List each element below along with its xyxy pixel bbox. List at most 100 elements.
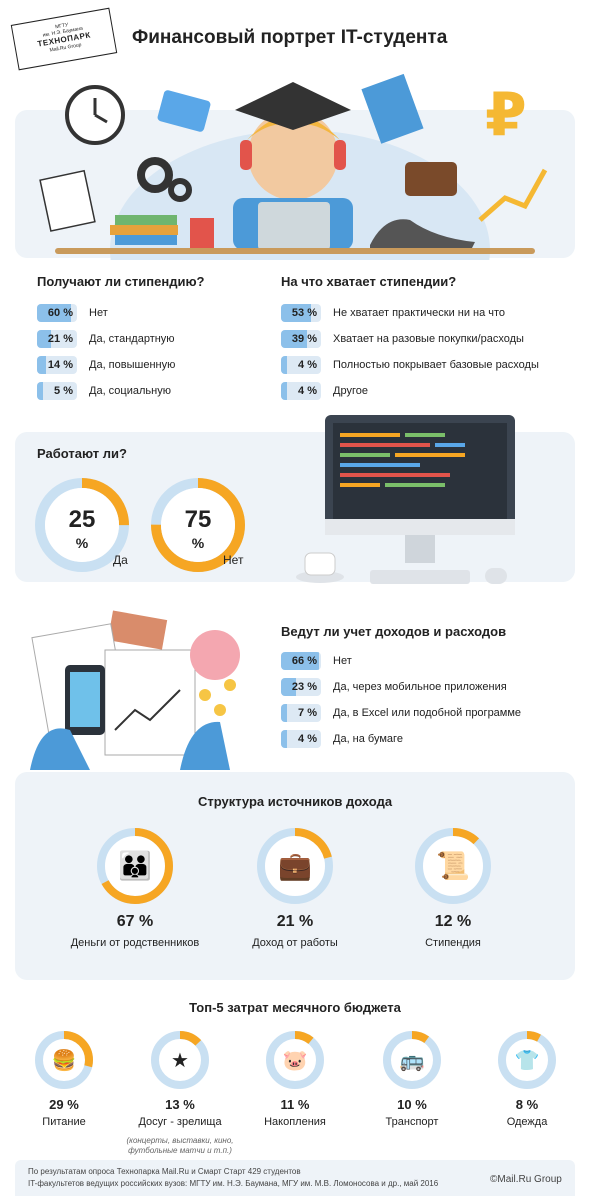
expense-value: 11 % bbox=[280, 1097, 310, 1112]
piggy-bank-icon: 🐷 bbox=[282, 1049, 308, 1072]
expense-label: Одежда bbox=[506, 1116, 548, 1128]
work-no-value: 75 bbox=[184, 506, 212, 533]
page-title: Финансовый портрет IT-студента bbox=[132, 27, 448, 48]
stat-row: 5 % Да, социальную bbox=[37, 382, 171, 400]
finance-illustration bbox=[30, 610, 240, 770]
briefcase-icon: 💼 bbox=[278, 850, 312, 881]
ratio-fill bbox=[383, 1031, 441, 1089]
row-label: Хватает на разовые покупки/расходы bbox=[333, 333, 524, 345]
bus-icon: 🚌 bbox=[399, 1049, 425, 1072]
percent-bar: 39 % bbox=[281, 330, 321, 348]
expenses-title: Топ-5 затрат месячного бюджета bbox=[189, 1000, 401, 1015]
ratio-fill bbox=[415, 828, 491, 904]
percent-bar: 14 % bbox=[37, 356, 77, 374]
expense-value: 13 % bbox=[165, 1097, 195, 1112]
percent-fill bbox=[281, 730, 287, 748]
scholarship-title: Получают ли стипендию? bbox=[37, 274, 205, 289]
percent-bar: 23 % bbox=[281, 678, 321, 696]
card-icon bbox=[157, 90, 211, 132]
hand-left bbox=[30, 728, 90, 770]
row-label: Нет bbox=[89, 307, 108, 319]
document-icon bbox=[39, 169, 96, 232]
laptop-icon bbox=[258, 202, 330, 250]
expense-stat: 29 % Питание bbox=[0, 1097, 144, 1128]
row-label: Да, через мобильное приложения bbox=[333, 681, 507, 693]
percent-fill bbox=[281, 652, 319, 670]
stat-row: 39 % Хватает на разовые покупки/расходы bbox=[281, 330, 524, 348]
row-label: Да, социальную bbox=[89, 385, 171, 397]
work-no-ring bbox=[151, 478, 245, 572]
footer-panel bbox=[15, 1160, 575, 1196]
percent-fill bbox=[37, 304, 72, 322]
stat-row: 23 % Да, через мобильное приложения bbox=[281, 678, 507, 696]
stat-row: 21 % Да, стандартную bbox=[37, 330, 175, 348]
ratio-ring bbox=[257, 828, 333, 904]
income-title: Структура источников дохода bbox=[197, 794, 393, 809]
percent-bar: 66 % bbox=[281, 652, 321, 670]
percent-value: 4 % bbox=[298, 359, 317, 371]
expense-stat: 10 % Транспорт bbox=[332, 1097, 492, 1128]
stat-row: 14 % Да, повышенную bbox=[37, 356, 175, 374]
percent-value: 39 % bbox=[291, 333, 317, 345]
percent-fill bbox=[281, 330, 307, 348]
expense-value: 8 % bbox=[515, 1097, 539, 1112]
coins-icon bbox=[214, 704, 226, 716]
expense-label: Питание bbox=[42, 1116, 86, 1128]
expense-stat: 11 % Накопления bbox=[215, 1097, 375, 1128]
ratio-fill bbox=[498, 1031, 556, 1089]
student-face bbox=[248, 110, 338, 200]
work-yes-ring bbox=[35, 478, 129, 572]
income-stat: 21 % Доход от работы bbox=[215, 913, 375, 949]
parents-icon: 👪 bbox=[118, 850, 152, 881]
shirt-icon: 👕 bbox=[514, 1049, 540, 1072]
graduation-cap-icon bbox=[235, 82, 351, 130]
ratio-ring bbox=[415, 828, 491, 904]
ruble-icon: ₽ bbox=[485, 80, 527, 150]
monitor-illustration bbox=[296, 415, 515, 584]
percent-fill bbox=[37, 356, 47, 374]
cat-icon bbox=[370, 219, 475, 252]
work-no-label: Нет bbox=[223, 553, 244, 567]
ratio-ring bbox=[383, 1031, 441, 1089]
percent-fill bbox=[281, 678, 297, 696]
stat-row: 4 % Другое bbox=[281, 382, 368, 400]
keyboard-icon bbox=[370, 570, 470, 584]
percent-value: 7 % bbox=[298, 707, 317, 719]
percent-value: 23 % bbox=[291, 681, 317, 693]
percent-fill bbox=[281, 382, 287, 400]
row-label: Не хватает практически ни на что bbox=[333, 307, 506, 319]
row-label: Нет bbox=[333, 655, 352, 667]
row-label: Да, стандартную bbox=[89, 333, 175, 345]
ratio-fill bbox=[97, 828, 173, 904]
ratio-ring bbox=[35, 1031, 93, 1089]
ratio-ring bbox=[498, 1031, 556, 1089]
percent-bar: 4 % bbox=[281, 382, 321, 400]
ratio-fill bbox=[266, 1031, 324, 1089]
expense-label: Накопления bbox=[264, 1116, 326, 1128]
star-icon: ★ bbox=[171, 1049, 189, 1072]
row-label: Другое bbox=[333, 385, 368, 397]
student-illustration: ₽ bbox=[39, 73, 548, 260]
ratio-fill bbox=[35, 1031, 93, 1089]
income-value: 67 % bbox=[116, 913, 154, 930]
wallet-icon bbox=[405, 162, 457, 196]
work-title: Работают ли? bbox=[37, 446, 127, 461]
percent-value: 4 % bbox=[298, 385, 317, 397]
percent-value: 53 % bbox=[291, 307, 317, 319]
expense-stat: 8 % Одежда bbox=[447, 1097, 590, 1128]
expense-value: 29 % bbox=[49, 1097, 79, 1112]
income-value: 12 % bbox=[434, 913, 472, 930]
technopark-logo: МГТУ им. Н.Э. Баумана ТЕХНОПАРК Mail.Ru … bbox=[10, 7, 118, 71]
banknotes-icon bbox=[107, 610, 168, 650]
drink-icon bbox=[190, 218, 214, 250]
percent-fill bbox=[281, 704, 287, 722]
ratio-ring bbox=[97, 828, 173, 904]
work-yes-unit: % bbox=[75, 535, 89, 551]
percent-value: 4 % bbox=[298, 733, 317, 745]
stat-row: 4 % Да, на бумаге bbox=[281, 730, 403, 748]
certificate-icon: 📜 bbox=[436, 850, 470, 881]
stat-row: 66 % Нет bbox=[281, 652, 352, 670]
percent-bar: 60 % bbox=[37, 304, 77, 322]
leisure-note: (концерты, выставки, кино, футбольные ма… bbox=[126, 1136, 234, 1155]
percent-value: 21 % bbox=[47, 333, 73, 345]
